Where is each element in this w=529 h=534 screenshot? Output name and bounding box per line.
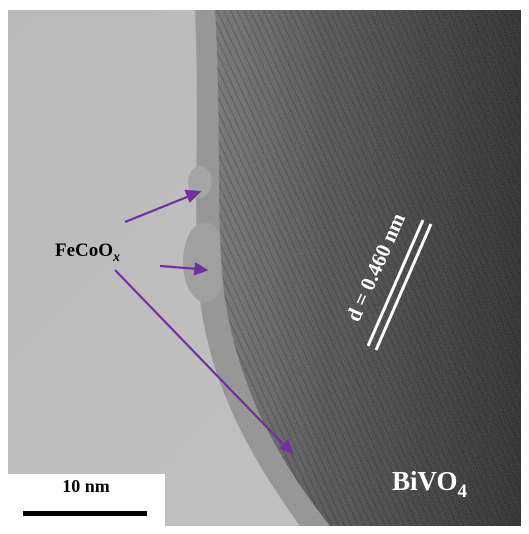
micrograph-figure: FeCoOx d = 0.460 nm BiVO4 10 nm [0,0,529,534]
scale-bar-label: 10 nm [62,476,110,496]
scale-bar [23,511,147,516]
page: {"annotations": { "particle_label": {"te… [0,0,529,534]
micrograph [8,10,521,526]
